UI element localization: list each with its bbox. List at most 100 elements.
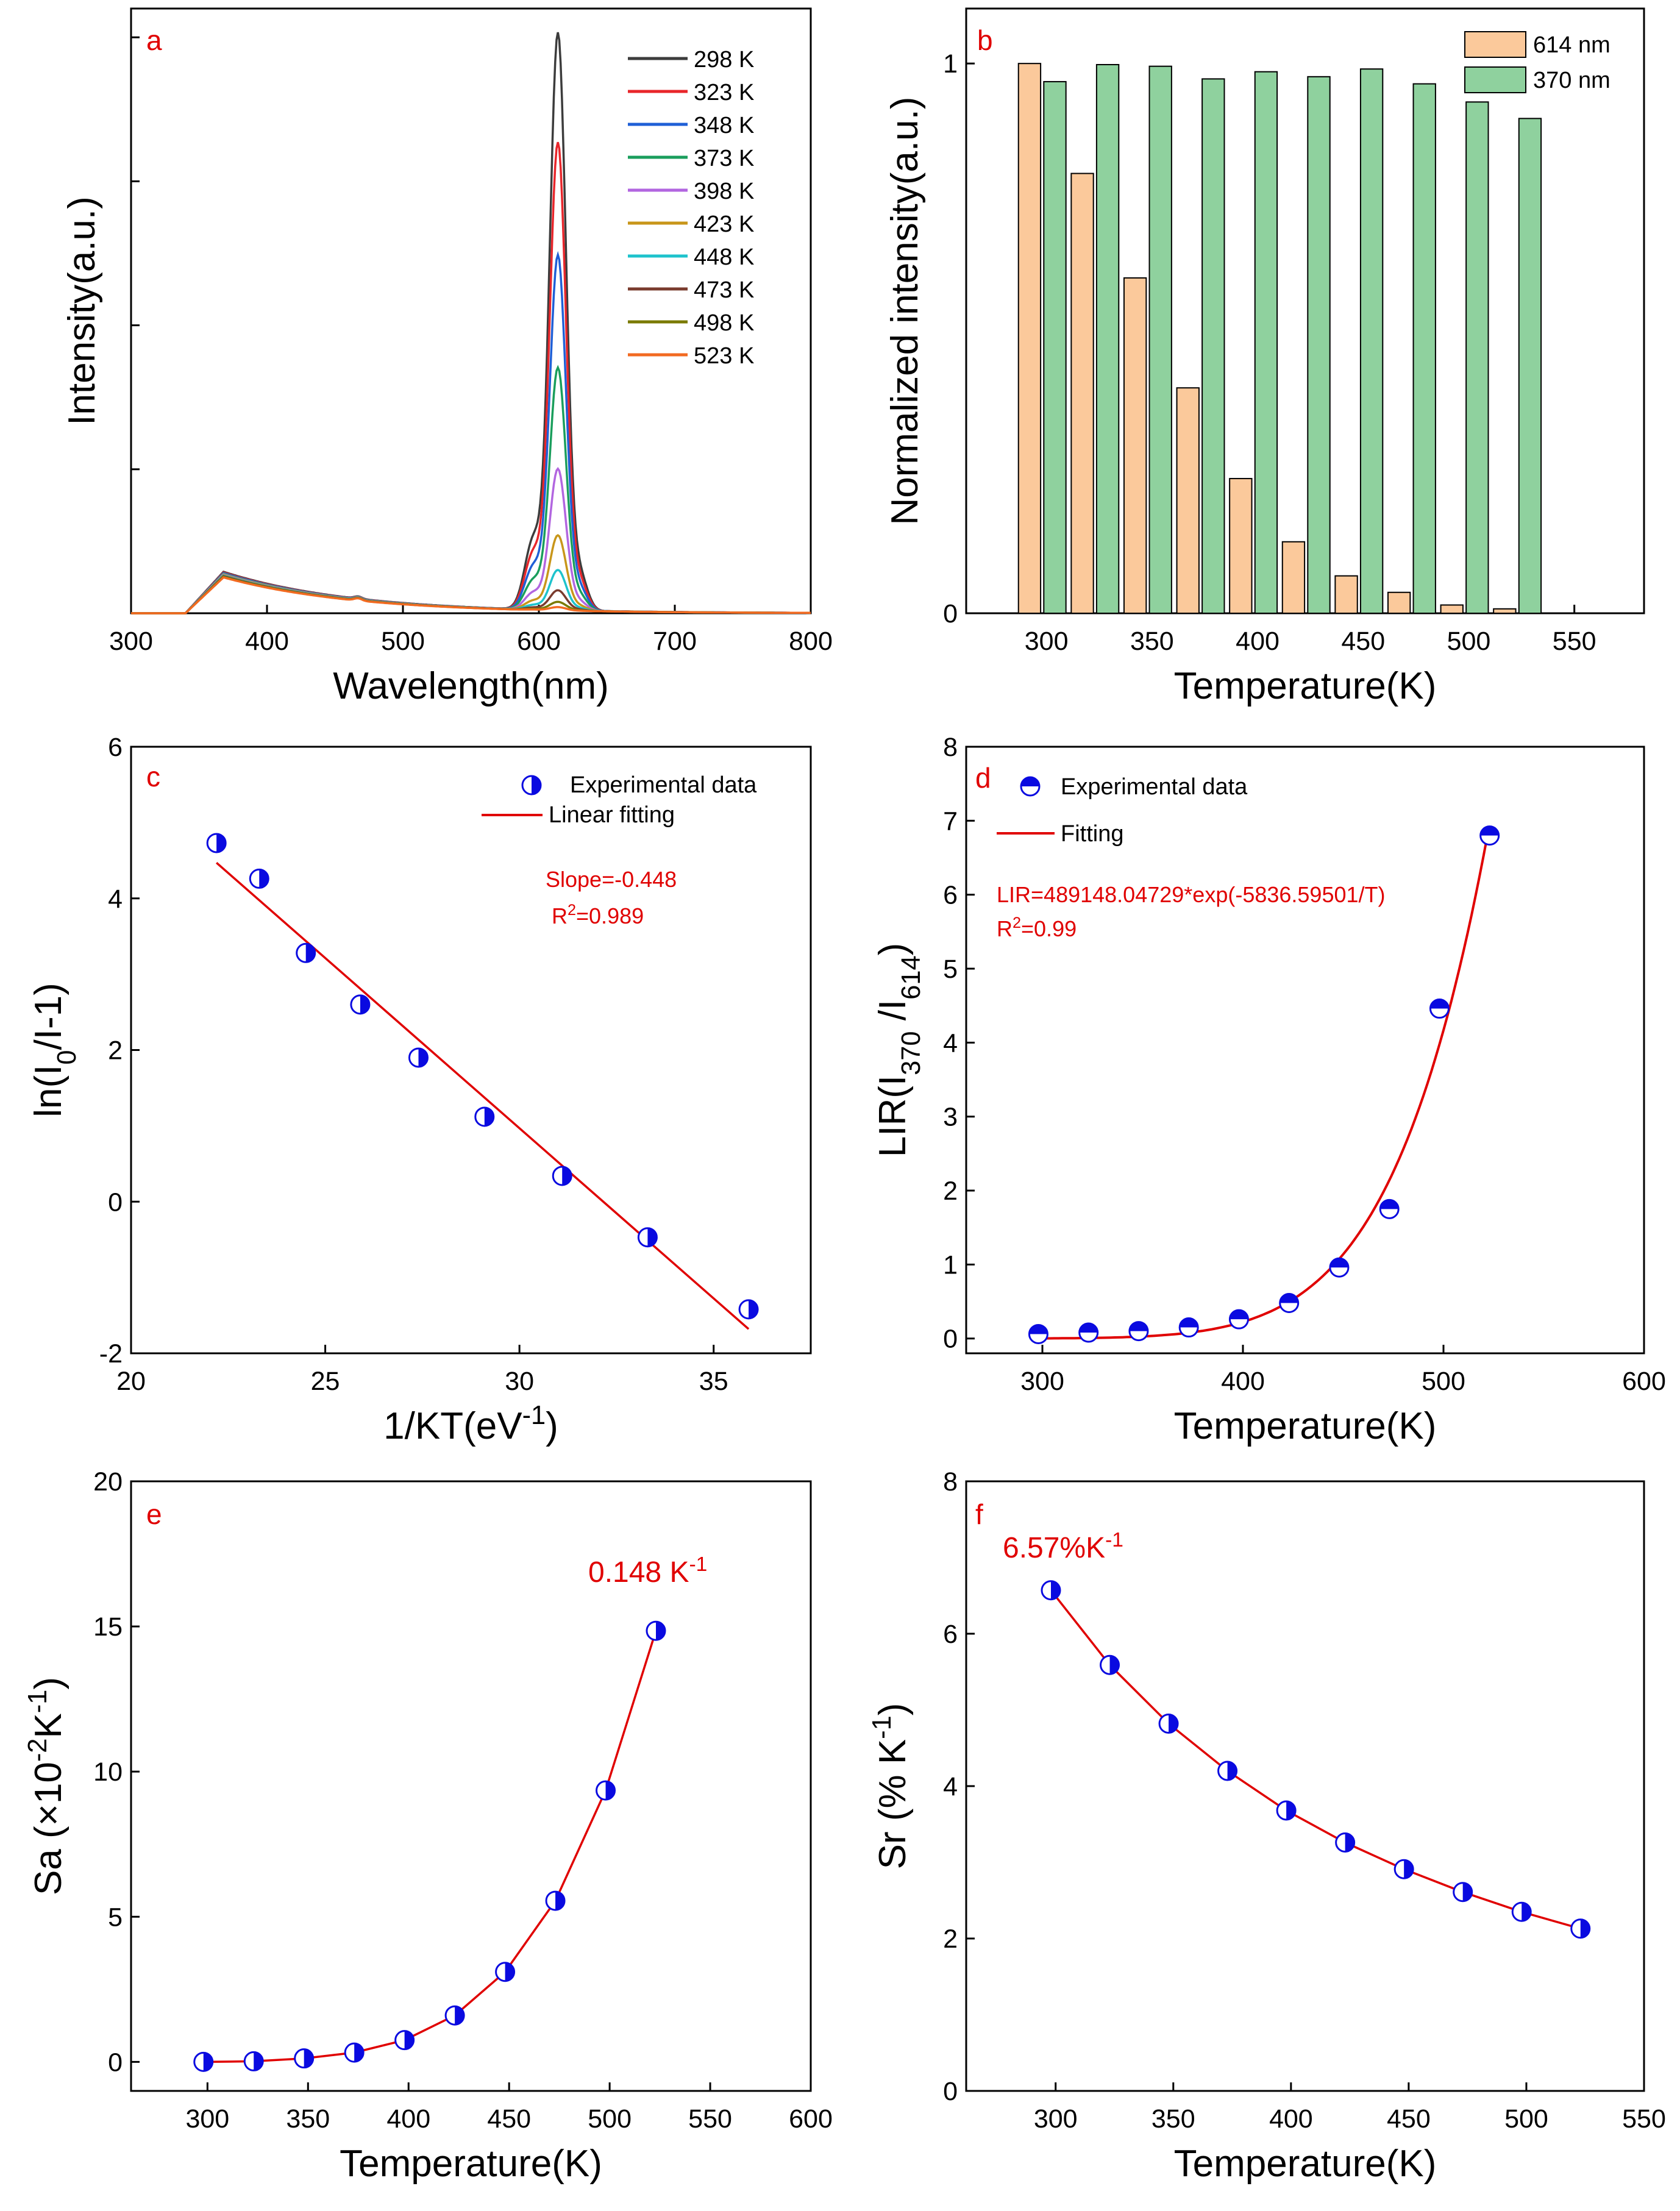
panel-a-x-tick-label: 300 bbox=[109, 627, 153, 656]
data-point bbox=[637, 1227, 658, 1248]
data-point bbox=[1078, 1322, 1099, 1343]
panel-c-y-label-part: /I-1) bbox=[27, 983, 69, 1050]
data-point-fill bbox=[1480, 826, 1499, 836]
data-point bbox=[1379, 1198, 1400, 1219]
legend-label: 473 K bbox=[694, 277, 754, 303]
data-point bbox=[1429, 999, 1450, 1019]
bar-614nm-523 bbox=[1493, 608, 1517, 614]
data-point-fill bbox=[1109, 1656, 1119, 1675]
data-point-fill bbox=[484, 1107, 494, 1126]
panel-f-x-tick-label: 350 bbox=[1151, 2104, 1195, 2134]
data-point bbox=[1178, 1317, 1199, 1338]
data-point bbox=[350, 994, 371, 1015]
panel-d-y-tick-label: 7 bbox=[943, 806, 958, 836]
data-point bbox=[1479, 825, 1500, 846]
legend-label: Experimental data bbox=[1061, 774, 1248, 800]
panel-d-y-tick-label: 2 bbox=[943, 1177, 958, 1206]
legend-label: 370 nm bbox=[1533, 68, 1611, 93]
data-point-fill bbox=[1286, 1801, 1296, 1820]
data-point-fill bbox=[1051, 1581, 1061, 1600]
data-point-fill bbox=[1180, 1318, 1198, 1328]
panel-d-y-label-part: LIR(I bbox=[872, 1075, 914, 1157]
data-point bbox=[1228, 1309, 1249, 1330]
data-point-fill bbox=[1129, 1322, 1148, 1331]
panel-c-x-tick-label: 30 bbox=[505, 1367, 534, 1396]
panel-b-x-tick-label: 550 bbox=[1553, 627, 1596, 656]
panel-d-y-tick-label: 4 bbox=[943, 1028, 958, 1058]
legend-label: 398 K bbox=[694, 179, 754, 204]
legend-swatch bbox=[1464, 31, 1526, 58]
data-point-fill bbox=[1329, 1258, 1348, 1268]
plot-frame bbox=[130, 1480, 812, 2092]
data-point bbox=[243, 2051, 264, 2071]
panel-c-x-label: 1/KT(eV-1) bbox=[383, 1401, 558, 1447]
panel-f-x-tick-label: 400 bbox=[1269, 2104, 1313, 2134]
legend-swatch bbox=[1464, 66, 1526, 93]
data-point-fill bbox=[305, 944, 315, 963]
panel-e-y-tick-label: 20 bbox=[93, 1467, 123, 1497]
spectrum-line-398K bbox=[131, 467, 811, 614]
data-point-fill bbox=[655, 1622, 665, 1640]
panel-d-y-tick-label: 3 bbox=[943, 1103, 958, 1132]
bar-370nm-423 bbox=[1307, 76, 1331, 614]
data-point bbox=[495, 1962, 516, 1982]
data-point-fill bbox=[605, 1781, 615, 1800]
data-point bbox=[552, 1166, 572, 1186]
annotation-r2-part: =0.99 bbox=[1021, 916, 1077, 941]
panel-f-y-tick-label: 2 bbox=[943, 1924, 958, 1954]
panel-d-y-tick-label: 0 bbox=[943, 1325, 958, 1354]
data-point-fill bbox=[203, 2053, 213, 2071]
panel-e-y-label-part: K bbox=[27, 1713, 69, 1738]
data-point bbox=[1217, 1761, 1238, 1781]
data-point-fill bbox=[1345, 1833, 1354, 1852]
panel-d-y-label-part: /I bbox=[872, 1000, 914, 1031]
panel-d-y-label-part: 370 bbox=[897, 1031, 926, 1075]
panel-c-x-label-part: ) bbox=[546, 1405, 558, 1447]
annotation-max-part: -1 bbox=[689, 1553, 707, 1576]
annotation-max-part: 6.57%K bbox=[1003, 1532, 1105, 1564]
data-point bbox=[394, 2030, 415, 2051]
legend-label: 323 K bbox=[694, 80, 754, 105]
bar-614nm-423 bbox=[1281, 541, 1306, 614]
sa-line bbox=[203, 1630, 657, 2063]
data-point-fill bbox=[1462, 1882, 1472, 1901]
legend-label: 423 K bbox=[694, 212, 754, 237]
panel-c-x-label-part: -1 bbox=[522, 1401, 546, 1430]
panel-c-x-tick-label: 35 bbox=[699, 1367, 728, 1396]
annotation-r2: R2=0.99 bbox=[997, 914, 1077, 941]
panel-d-x-label: Temperature(K) bbox=[1174, 1405, 1437, 1447]
data-point-fill bbox=[647, 1228, 657, 1247]
data-point-fill bbox=[259, 869, 269, 888]
legend-label: Fitting bbox=[1061, 821, 1123, 847]
legend-marker-fill bbox=[532, 776, 541, 794]
panel-c-y-tick-label: 6 bbox=[108, 733, 123, 762]
panel-d-y-tick-label: 5 bbox=[943, 955, 958, 984]
legend-label: 614 nm bbox=[1533, 32, 1611, 58]
data-point-fill bbox=[1404, 1860, 1414, 1879]
bar-614nm-298 bbox=[1017, 63, 1042, 614]
panel-c-y-label: ln(I0/I-1) bbox=[27, 983, 82, 1117]
data-point-fill bbox=[1380, 1200, 1399, 1209]
panel-d-x-tick-label: 500 bbox=[1422, 1367, 1465, 1396]
panel-a: 300 400 500 600 700 800 Wavelength(nm) Intensit… bbox=[61, 7, 833, 707]
bar-614nm-448 bbox=[1334, 575, 1358, 614]
bar-370nm-398 bbox=[1254, 71, 1278, 614]
bar-614nm-398 bbox=[1229, 478, 1253, 614]
panel-a-y-label-part: Intensity(a.u.) bbox=[61, 196, 103, 425]
panel-a-letter: a bbox=[146, 24, 162, 56]
panel-f-y-tick-label: 0 bbox=[943, 2077, 958, 2106]
data-point bbox=[545, 1890, 566, 1911]
data-point bbox=[296, 942, 316, 963]
bar-370nm-448 bbox=[1359, 68, 1384, 614]
data-point bbox=[1393, 1859, 1414, 1879]
panel-b-y-label: Normalized intensity(a.u.) bbox=[884, 97, 926, 525]
panel-b-x-tick-label: 300 bbox=[1025, 627, 1069, 656]
panel-e-x-tick-label: 400 bbox=[386, 2104, 430, 2134]
panel-f-y-label-part: Sr (% K bbox=[872, 1739, 914, 1870]
data-point-fill bbox=[1169, 1714, 1178, 1733]
panel-e-x-tick-label: 450 bbox=[487, 2104, 531, 2134]
data-point bbox=[1570, 1918, 1591, 1939]
panel-c-y-tick-label: -2 bbox=[99, 1339, 123, 1369]
data-point bbox=[1128, 1321, 1149, 1342]
